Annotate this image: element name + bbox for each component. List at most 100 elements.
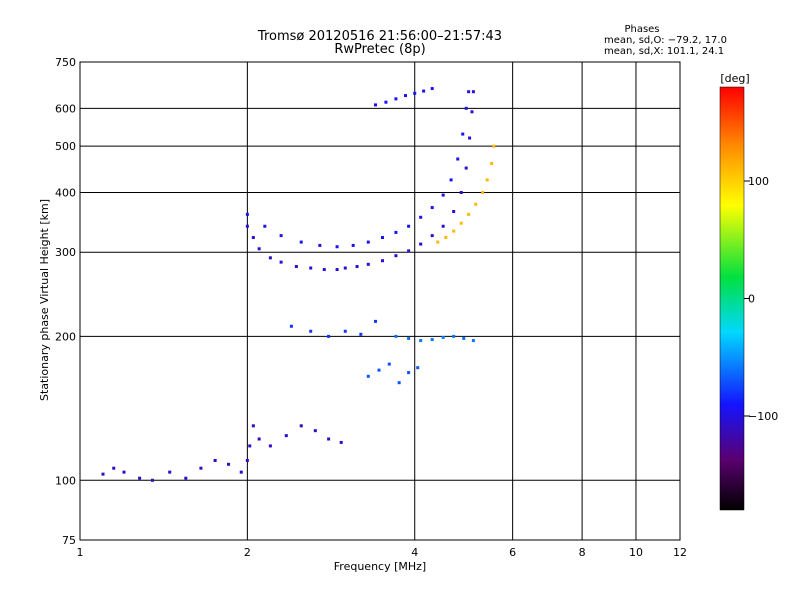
colorbar-tick-label: 0 [748, 293, 755, 306]
echo-point [343, 266, 347, 270]
echo-point [481, 190, 485, 194]
echo-point [112, 466, 116, 470]
echo-point [150, 478, 154, 482]
echo-point [397, 381, 401, 385]
colorbar-label: [deg] [720, 72, 749, 85]
echo-point [366, 240, 370, 244]
echo-point [449, 178, 453, 182]
y-tick-label: 750 [55, 56, 76, 69]
echo-point [441, 335, 445, 339]
echo-point [339, 440, 343, 444]
echo-point [452, 334, 456, 338]
echo-point [373, 319, 377, 323]
echo-point [436, 240, 440, 244]
echo-point [467, 212, 471, 216]
echo-point [430, 234, 434, 238]
echo-point [279, 260, 283, 264]
y-axis-label: Stationary phase Virtual Height [km] [38, 199, 51, 401]
x-tick-label: 8 [579, 546, 586, 559]
echo-point [366, 374, 370, 378]
phase-stats-x: mean, sd,X: 101.1, 24.1 [604, 46, 724, 57]
echo-point [343, 329, 347, 333]
echo-point [462, 336, 466, 340]
echo-point [492, 144, 496, 148]
phase-stats-heading: Phases [624, 24, 659, 35]
echo-point [452, 210, 456, 214]
echo-point [444, 236, 448, 240]
chart-subtitle: RwPretec (8p) [334, 42, 425, 57]
x-tick-labels: 1 2 4 6 8 10 12 [77, 546, 688, 559]
echo-point [441, 224, 445, 228]
echo-point [377, 368, 381, 372]
y-tick-label: 100 [55, 474, 76, 487]
echo-point [318, 243, 322, 247]
echo-point [452, 229, 456, 233]
echo-point [464, 166, 468, 170]
x-tick-label: 10 [629, 546, 643, 559]
echo-point [416, 366, 420, 370]
colorbar [719, 86, 745, 511]
echo-point [245, 458, 249, 462]
echo-point [289, 324, 293, 328]
echo-point [309, 329, 313, 333]
echo-point [407, 224, 411, 228]
echo-point [335, 245, 339, 249]
echo-point [122, 470, 126, 474]
echo-point [245, 224, 249, 228]
echo-point [430, 87, 434, 91]
echo-point [279, 234, 283, 238]
echo-point [327, 437, 331, 441]
y-tick-label: 600 [55, 102, 76, 115]
echo-point [456, 157, 460, 161]
echo-point [101, 472, 105, 476]
echo-point [459, 190, 463, 194]
echo-point [351, 243, 355, 247]
echo-point [335, 268, 339, 272]
echo-point [468, 136, 472, 140]
echo-point [490, 161, 494, 165]
x-tick-label: 4 [411, 546, 418, 559]
echo-point [309, 266, 313, 270]
echo-point [394, 254, 398, 258]
echo-point [359, 332, 363, 336]
x-tick-label: 2 [244, 546, 251, 559]
echo-point [394, 334, 398, 338]
echo-point [257, 437, 261, 441]
echo-point [485, 178, 489, 182]
echo-point [380, 236, 384, 240]
x-tick-label: 6 [509, 546, 516, 559]
echo-point [419, 242, 423, 246]
echo-point [470, 110, 474, 114]
colorbar-tick-label: 100 [748, 175, 769, 188]
echo-point [248, 444, 252, 448]
echo-point [407, 371, 411, 375]
echo-point [366, 262, 370, 266]
echo-point [168, 470, 172, 474]
echo-point [355, 265, 359, 269]
echo-point [430, 338, 434, 342]
echo-point [184, 476, 188, 480]
colorbar-ticks: 100 0 −100 [744, 175, 778, 423]
phase-stats-o: mean, sd,O: −79.2, 17.0 [604, 35, 727, 46]
echo-point [251, 236, 255, 240]
echo-point [284, 434, 288, 438]
echo-point [464, 106, 468, 110]
echo-point [263, 224, 267, 228]
y-tick-label: 300 [55, 246, 76, 259]
echo-point [471, 90, 475, 94]
x-tick-label: 12 [673, 546, 687, 559]
y-tick-labels: 75 100 200 300 400 500 600 750 [55, 56, 76, 547]
echo-point [384, 100, 388, 104]
echo-point [138, 476, 142, 480]
y-tick-label: 75 [62, 534, 76, 547]
x-axis-label: Frequency [MHz] [334, 560, 426, 573]
echo-point [239, 470, 243, 474]
y-tick-label: 400 [55, 186, 76, 199]
echo-point [327, 334, 331, 338]
echo-point [257, 247, 261, 251]
echo-point [441, 193, 445, 197]
echo-point [467, 90, 471, 94]
echo-point [422, 89, 426, 93]
echo-point [268, 256, 272, 260]
